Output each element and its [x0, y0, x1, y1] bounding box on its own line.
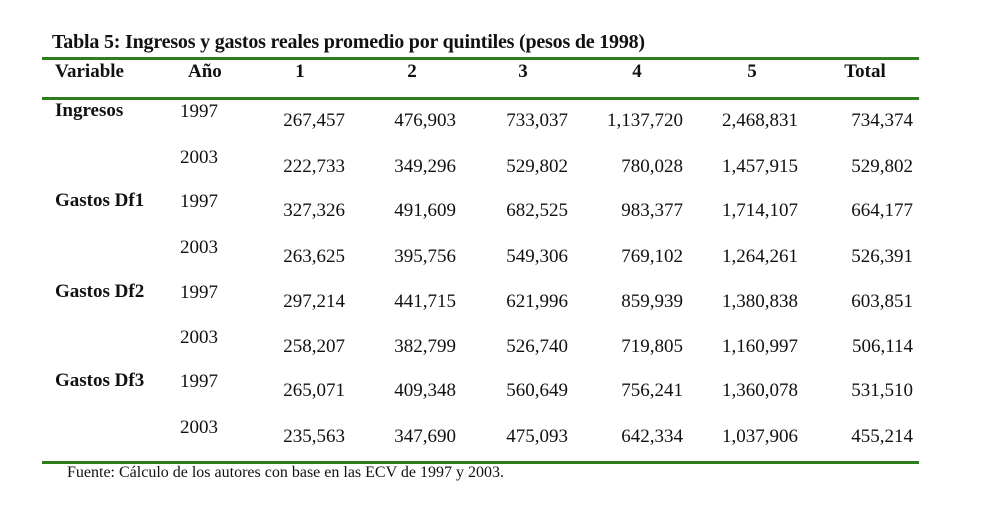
year-cell: 2003: [180, 417, 218, 438]
year-cell: 2003: [180, 147, 218, 168]
variable-label: Gastos Df3: [55, 370, 145, 391]
source-note: Fuente: Cálculo de los autores con base …: [67, 464, 504, 481]
year-cell: 1997: [180, 101, 218, 122]
cell-q2: 491,609: [394, 200, 456, 221]
year-cell: 2003: [180, 327, 218, 348]
cell-q1: 265,071: [283, 380, 345, 401]
cell-q5: 1,360,078: [722, 380, 798, 401]
cell-q4: 859,939: [621, 291, 683, 312]
cell-total: 734,374: [851, 110, 913, 131]
header-q3: 3: [518, 61, 528, 82]
variable-label: Ingresos: [55, 100, 124, 121]
cell-q2: 349,296: [394, 156, 456, 177]
variable-label: Gastos Df2: [55, 281, 145, 302]
cell-q5: 1,714,107: [722, 200, 798, 221]
cell-q1: 263,625: [283, 246, 345, 267]
cell-q1: 267,457: [283, 110, 345, 131]
cell-total: 526,391: [851, 246, 913, 267]
cell-total: 529,802: [851, 156, 913, 177]
cell-total: 603,851: [851, 291, 913, 312]
cell-q1: 235,563: [283, 426, 345, 447]
year-cell: 1997: [180, 282, 218, 303]
year-cell: 1997: [180, 371, 218, 392]
top-rule: [42, 57, 919, 60]
cell-q3: 475,093: [506, 426, 568, 447]
cell-q3: 560,649: [506, 380, 568, 401]
cell-q5: 1,160,997: [722, 336, 798, 357]
cell-q1: 327,326: [283, 200, 345, 221]
table-title: Tabla 5: Ingresos y gastos reales promed…: [52, 31, 645, 53]
cell-q3: 526,740: [506, 336, 568, 357]
cell-total: 506,114: [851, 336, 913, 357]
cell-q3: 529,802: [506, 156, 568, 177]
header-q4: 4: [632, 61, 642, 82]
cell-q2: 347,690: [394, 426, 456, 447]
cell-q1: 222,733: [283, 156, 345, 177]
cell-q5: 1,037,906: [722, 426, 798, 447]
cell-q3: 733,037: [506, 110, 568, 131]
cell-q5: 1,264,261: [722, 246, 798, 267]
cell-q4: 780,028: [621, 156, 683, 177]
cell-q3: 549,306: [506, 246, 568, 267]
variable-label: Gastos Df1: [55, 190, 145, 211]
year-cell: 2003: [180, 237, 218, 258]
year-cell: 1997: [180, 191, 218, 212]
cell-q2: 441,715: [394, 291, 456, 312]
cell-q4: 719,805: [621, 336, 683, 357]
bottom-rule: [42, 461, 919, 464]
header-q5: 5: [747, 61, 757, 82]
cell-total: 455,214: [851, 426, 913, 447]
cell-q5: 2,468,831: [722, 110, 798, 131]
header-year: Año: [188, 61, 222, 82]
cell-q4: 769,102: [621, 246, 683, 267]
cell-q4: 983,377: [621, 200, 683, 221]
cell-q5: 1,380,838: [722, 291, 798, 312]
cell-q3: 682,525: [506, 200, 568, 221]
cell-q1: 258,207: [283, 336, 345, 357]
cell-total: 664,177: [851, 200, 913, 221]
cell-q2: 382,799: [394, 336, 456, 357]
cell-q1: 297,214: [283, 291, 345, 312]
cell-total: 531,510: [851, 380, 913, 401]
cell-q4: 1,137,720: [607, 110, 683, 131]
header-rule: [42, 97, 919, 100]
cell-q2: 409,348: [394, 380, 456, 401]
cell-q5: 1,457,915: [722, 156, 798, 177]
cell-q4: 642,334: [621, 426, 683, 447]
cell-q4: 756,241: [621, 380, 683, 401]
header-variable: Variable: [55, 61, 124, 82]
cell-q3: 621,996: [506, 291, 568, 312]
header-q1: 1: [295, 61, 305, 82]
cell-q2: 476,903: [394, 110, 456, 131]
cell-q2: 395,756: [394, 246, 456, 267]
header-q2: 2: [407, 61, 417, 82]
header-total: Total: [844, 61, 886, 82]
